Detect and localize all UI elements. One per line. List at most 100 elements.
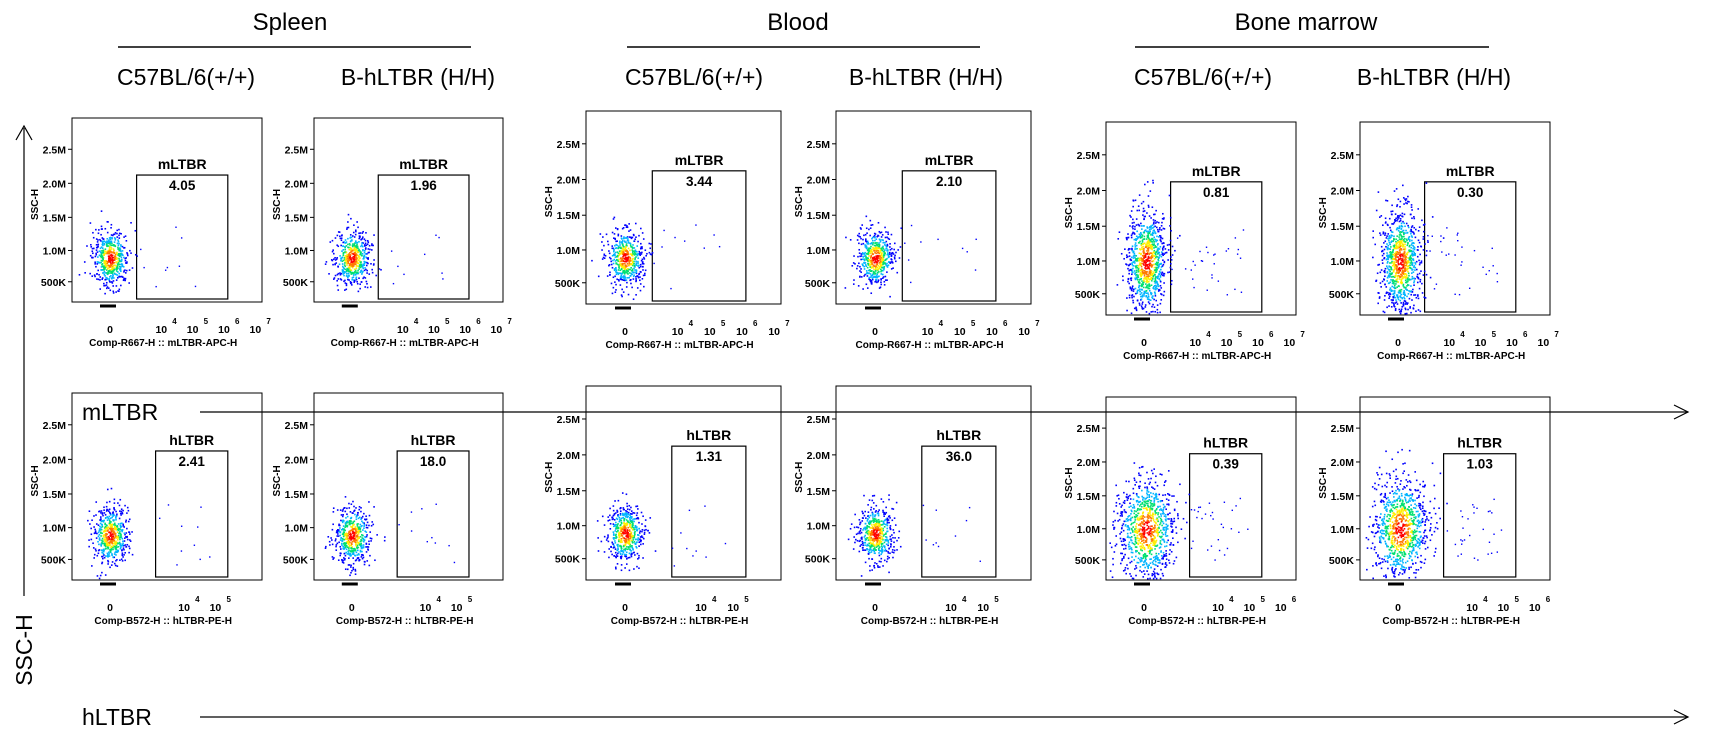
event-dot	[124, 544, 127, 546]
event-dot	[115, 252, 118, 255]
event-dot	[103, 268, 106, 270]
event-dot	[116, 266, 119, 269]
event-dot	[1409, 262, 1412, 264]
event-dot	[113, 502, 116, 504]
event-dot	[112, 528, 114, 530]
event-dot	[1162, 254, 1164, 257]
x-tick-label: 10	[1221, 337, 1233, 349]
event-dot	[626, 236, 628, 239]
event-dot	[115, 268, 118, 270]
event-dot	[108, 272, 110, 274]
event-dot	[1395, 228, 1398, 231]
x-axis-label: Comp-B572-H :: hLTBR-PE-H	[94, 616, 232, 627]
event-dot	[1171, 268, 1173, 271]
event-dot	[878, 257, 881, 260]
event-dot	[101, 562, 103, 565]
event-dot	[872, 243, 874, 246]
event-dot	[1397, 272, 1400, 274]
event-dot	[870, 249, 873, 251]
event-dot	[880, 252, 883, 255]
event-dot	[1132, 264, 1135, 267]
event-dot	[1149, 271, 1152, 274]
event-dot	[364, 277, 367, 279]
event-dot	[880, 273, 883, 275]
event-dot	[887, 264, 890, 267]
event-dot	[1156, 221, 1158, 223]
event-dot	[1408, 249, 1411, 251]
event-dot	[1131, 226, 1134, 228]
event-dot	[1141, 301, 1144, 304]
event-dot	[1411, 268, 1414, 271]
event-dot	[335, 262, 338, 264]
event-dot	[894, 260, 897, 263]
event-dot	[1408, 240, 1411, 242]
event-dot	[1419, 278, 1422, 281]
event-dot	[118, 504, 121, 507]
event-dot	[1132, 225, 1134, 227]
event-dot	[95, 252, 97, 255]
event-dot	[1422, 249, 1425, 251]
event-dot	[129, 533, 131, 535]
event-dot	[642, 265, 644, 268]
event-dot	[1154, 276, 1157, 278]
event-dot	[1153, 247, 1155, 249]
event-dot	[1156, 235, 1158, 238]
y-tick-label: 1.0M	[807, 245, 831, 257]
event-dot	[104, 275, 106, 277]
event-dot	[108, 555, 111, 557]
event-dot	[358, 264, 361, 266]
event-dot	[120, 514, 122, 516]
event-dot	[859, 276, 861, 278]
event-dot	[868, 255, 870, 257]
event-dot	[1136, 290, 1139, 293]
event-dot	[338, 530, 340, 533]
event-dot	[1401, 263, 1403, 266]
event-dot	[101, 251, 103, 254]
event-dot	[1404, 307, 1407, 310]
event-dot	[125, 257, 127, 259]
event-dot	[890, 261, 892, 263]
event-dot	[1128, 282, 1130, 285]
event-dot	[99, 532, 102, 534]
event-dot	[1170, 229, 1172, 232]
gate-box	[1423, 181, 1517, 313]
event-dot	[349, 246, 352, 249]
event-dot	[1409, 230, 1412, 233]
event-dot	[880, 270, 882, 273]
event-dot	[1142, 210, 1145, 213]
event-dot	[1147, 280, 1150, 283]
event-dot	[858, 248, 861, 251]
event-dot	[1136, 230, 1138, 233]
event-dot	[113, 251, 116, 254]
event-dot	[629, 249, 631, 252]
event-dot	[355, 264, 358, 267]
event-dot	[131, 267, 134, 269]
event-dot	[1152, 260, 1155, 262]
event-dot	[99, 574, 102, 577]
event-dot	[621, 258, 624, 261]
event-dot	[1387, 291, 1389, 294]
event-dot	[1394, 287, 1397, 289]
event-dot	[1377, 302, 1379, 305]
event-density-cloud	[78, 210, 197, 295]
event-dot	[872, 265, 875, 267]
event-dot	[1153, 287, 1155, 290]
event-dot	[111, 244, 114, 247]
event-dot	[104, 248, 107, 250]
event-dot	[1152, 303, 1154, 306]
event-dot	[350, 264, 353, 267]
event-dot	[108, 544, 110, 547]
event-dot	[873, 235, 876, 237]
event-dot	[335, 531, 338, 534]
event-dot	[117, 523, 120, 525]
event-dot	[363, 238, 366, 240]
event-dot	[1154, 246, 1157, 249]
event-dot	[118, 249, 121, 251]
event-dot	[119, 247, 121, 249]
event-dot	[361, 520, 363, 523]
event-dot	[1159, 279, 1162, 282]
event-dot	[1200, 259, 1203, 262]
event-dot	[1404, 248, 1407, 250]
event-dot	[353, 280, 356, 282]
